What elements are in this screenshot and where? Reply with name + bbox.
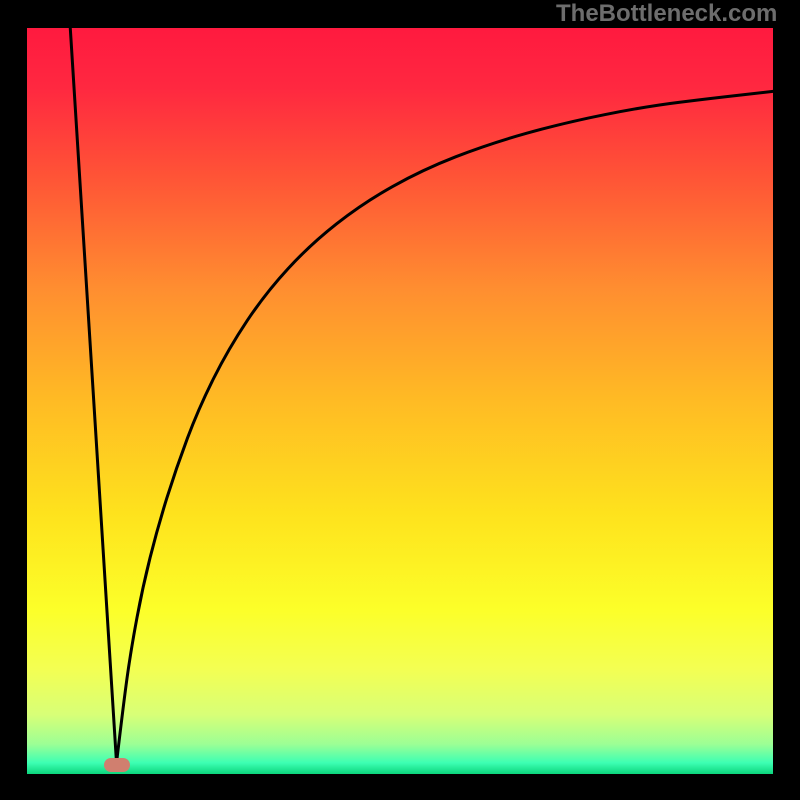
watermark-text: TheBottleneck.com [556, 0, 777, 28]
chart-container: TheBottleneck.com [0, 0, 800, 800]
plot-area [27, 28, 773, 774]
min-point-marker [104, 758, 130, 772]
gradient-background [27, 28, 773, 774]
